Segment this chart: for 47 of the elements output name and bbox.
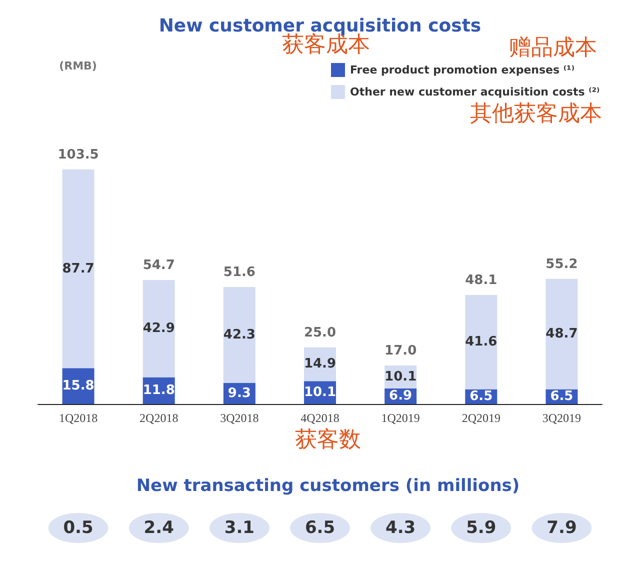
bar	[465, 294, 498, 390]
total-label: 103.5	[58, 147, 99, 162]
bar	[142, 280, 175, 378]
total-label: 54.7	[142, 258, 175, 274]
bar	[546, 278, 578, 390]
total-label: 51.6	[223, 265, 256, 280]
legend-label: Free product promotion expenses ⁽¹⁾	[350, 64, 575, 76]
bar	[223, 287, 256, 383]
text: 赠品成本	[509, 36, 597, 60]
data-label: 9.3	[228, 386, 251, 401]
data-label: 10.1	[384, 369, 417, 384]
data-label: 6.5	[470, 389, 493, 404]
x-tick-label: 1Q2019	[381, 411, 420, 425]
x-tick-label: 2Q2019	[462, 411, 500, 425]
text: 6.5	[304, 518, 336, 538]
x-tick-label: 2Q2018	[140, 411, 178, 425]
data-label: 10.1	[304, 385, 336, 400]
data-label: 15.8	[62, 378, 94, 394]
x-tick-label: 4Q2018	[300, 411, 340, 425]
x-tick-label: 3Q2018	[220, 411, 259, 425]
data-label: 41.6	[465, 334, 498, 350]
data-label: 6.5	[550, 389, 574, 404]
text: 2.4	[144, 518, 174, 538]
text: (RMB)	[59, 60, 97, 72]
text: 3.1	[224, 518, 254, 538]
text: New transacting customers (in millions)	[136, 476, 520, 496]
data-label: 42.9	[142, 321, 175, 336]
x-tick-label: 1Q2018	[58, 411, 98, 425]
data-label: 11.8	[142, 383, 175, 398]
bar	[62, 169, 94, 368]
data-label: 87.7	[62, 261, 94, 276]
text: 4.3	[386, 518, 416, 538]
text: 7.9	[546, 518, 577, 538]
legend-label: Other new customer acquisition costs ⁽²⁾	[350, 86, 600, 98]
data-label: 42.3	[223, 327, 256, 342]
total-label: 17.0	[384, 343, 417, 358]
text: 5.9	[466, 518, 496, 538]
total-label: 55.2	[546, 256, 578, 272]
total-label: 25.0	[304, 325, 336, 340]
text: 0.5	[63, 518, 94, 538]
x-tick-label: 3Q2019	[542, 411, 582, 425]
data-label: 6.9	[389, 388, 412, 404]
total-label: 48.1	[465, 272, 498, 288]
data-label: 48.7	[546, 326, 578, 342]
data-label: 14.9	[304, 356, 336, 372]
text: 其他获客成本	[470, 102, 602, 126]
text: 获客数	[295, 428, 361, 452]
